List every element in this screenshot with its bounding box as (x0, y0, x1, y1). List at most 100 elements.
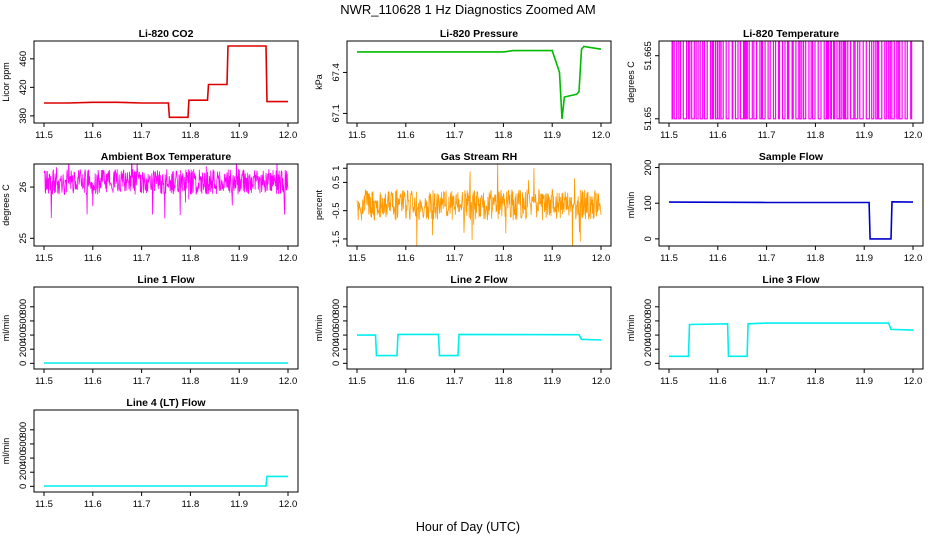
series-line (356, 164, 602, 246)
y-tick-label: 100 (643, 195, 654, 211)
y-tick-label: 0 (643, 236, 654, 241)
chart-panel: Line 4 (LT) Flow ml/min 11.5 11.6 11.7 11.8 11… (1, 397, 299, 510)
x-tick-label: 11.9 (543, 376, 561, 387)
y-axis-label: Licor ppm (1, 62, 11, 102)
panel-title: Li-820 Pressure (440, 28, 518, 40)
x-tick-label: 11.5 (348, 376, 366, 387)
chart-panel: Line 2 Flow ml/min 11.5 11.6 11.7 11.8 11.9 12.… (314, 274, 612, 387)
chart-panel: Li-820 Temperature degrees C 11.5 11.6 11.7 1… (626, 28, 924, 141)
x-tick-label: 11.6 (84, 499, 102, 510)
chart-panel: Line 1 Flow ml/min 11.5 11.6 11.7 11.8 11.9 12.… (1, 274, 299, 387)
x-tick-label: 11.5 (35, 130, 53, 141)
x-tick-label: 11.6 (84, 376, 102, 387)
x-tick-label: 11.8 (182, 376, 200, 387)
chart-panel: Ambient Box Temperature degrees C 11.5 11.6… (1, 151, 299, 264)
y-tick-label: 200 (18, 341, 29, 357)
x-tick-label: 11.8 (182, 499, 200, 510)
x-tick-label: 11.5 (348, 130, 366, 141)
y-tick-label: 0 (18, 361, 29, 366)
plot-frame (346, 40, 612, 124)
x-tick-label: 11.7 (133, 130, 151, 141)
y-tick-label: 600 (18, 313, 29, 329)
y-axis-label: ml/min (626, 315, 636, 342)
x-tick-label: 11.8 (495, 130, 513, 141)
x-tick-label: 12.0 (592, 253, 611, 264)
y-tick-label: 600 (18, 436, 29, 452)
x-tick-label: 11.8 (182, 253, 200, 264)
x-tick-label: 11.6 (397, 130, 415, 141)
x-tick-label: 11.7 (758, 376, 776, 387)
x-tick-label: 11.8 (495, 376, 513, 387)
x-tick-label: 11.7 (133, 499, 151, 510)
y-tick-label: 51.665 (643, 41, 654, 70)
x-tick-label: 11.5 (35, 499, 53, 510)
x-tick-label: 11.5 (660, 253, 678, 264)
series-line (669, 322, 914, 358)
plot-frame (33, 163, 299, 247)
y-tick-label: 400 (18, 450, 29, 466)
y-tick-label: 800 (331, 299, 342, 315)
y-tick-label: 25 (18, 233, 29, 244)
series-line (44, 475, 288, 487)
x-tick-label: 11.6 (84, 253, 102, 264)
series-line (44, 45, 288, 119)
panel-title: Line 4 (LT) Flow (126, 397, 206, 409)
y-tick-label: 51.65 (643, 107, 654, 131)
plot-area (669, 322, 914, 358)
x-tick-label: 11.9 (543, 253, 561, 264)
y-axis-label: ml/min (314, 315, 324, 342)
plot-frame (658, 163, 924, 247)
panel-title: Line 3 Flow (762, 274, 820, 286)
y-axis-label: ml/min (1, 438, 11, 465)
y-axis-label: degrees C (1, 184, 11, 226)
x-tick-label: 11.8 (807, 376, 825, 387)
plot-area (43, 164, 289, 219)
x-tick-label: 11.7 (758, 130, 776, 141)
chart-panels: Li-820 CO2 Licor ppm 11.5 11.6 11.7 11.8 11.9 1… (1, 28, 924, 510)
x-tick-label: 11.8 (495, 253, 513, 264)
plot-frame (658, 40, 924, 124)
plot-frame (346, 163, 612, 247)
y-tick-label: 400 (643, 327, 654, 343)
figure-title: NWR_110628 1 Hz Diagnostics Zoomed AM (340, 2, 596, 17)
plot-frame (33, 40, 299, 124)
plot-area (44, 45, 288, 119)
plot-area (44, 475, 288, 487)
y-tick-label: 1 (331, 166, 342, 171)
y-axis-label: ml/min (1, 315, 11, 342)
x-tick-label: 12.0 (279, 499, 298, 510)
x-tick-label: 11.6 (84, 130, 102, 141)
plot-frame (33, 286, 299, 370)
x-tick-label: 12.0 (279, 253, 298, 264)
y-tick-label: 200 (643, 341, 654, 357)
x-tick-label: 11.5 (35, 253, 53, 264)
plot-area (357, 333, 602, 357)
y-tick-label: 200 (331, 341, 342, 357)
plot-area (356, 164, 602, 246)
x-tick-label: 11.6 (709, 130, 727, 141)
plot-area (668, 200, 914, 240)
x-tick-label: 11.6 (709, 253, 727, 264)
y-tick-label: 400 (18, 327, 29, 343)
y-axis-label: percent (314, 189, 324, 220)
x-tick-label: 11.9 (230, 499, 248, 510)
y-tick-label: 800 (18, 422, 29, 438)
x-tick-label: 11.7 (758, 253, 776, 264)
y-tick-label: 800 (18, 299, 29, 315)
series-line (671, 41, 913, 120)
plot-frame (658, 286, 924, 370)
series-line (357, 333, 602, 357)
x-tick-label: 11.9 (230, 130, 248, 141)
x-tick-label: 12.0 (592, 130, 611, 141)
series-line (43, 164, 289, 219)
plot-frame (33, 409, 299, 493)
x-tick-label: 11.9 (230, 376, 248, 387)
x-tick-label: 11.9 (543, 130, 561, 141)
series-line (357, 45, 602, 119)
y-tick-label: 420 (18, 79, 29, 95)
x-tick-label: 11.9 (855, 253, 873, 264)
x-tick-label: 11.7 (446, 130, 464, 141)
y-tick-label: 0 (331, 361, 342, 366)
plot-area (357, 45, 602, 119)
